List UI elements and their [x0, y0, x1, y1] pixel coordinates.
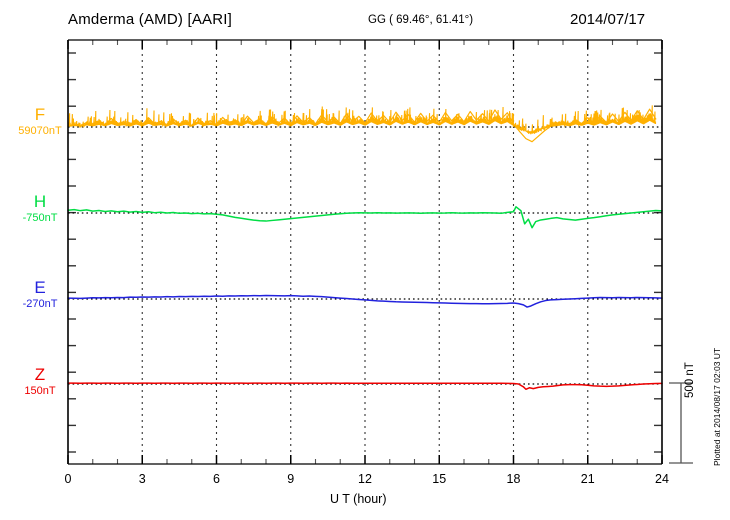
plotted-timestamp: Plotted at 2014/08/17 02:03 UT: [712, 347, 722, 466]
x-tick-label: 21: [580, 472, 595, 486]
channel-baseline-h: -750nT: [22, 212, 58, 224]
baseline-dotted-lines: [68, 126, 662, 385]
x-tick-label: 12: [358, 472, 372, 486]
x-axis-label: U T (hour): [330, 492, 387, 506]
channel-name-f: F: [34, 105, 46, 124]
channel-baseline-e: -270nT: [22, 298, 58, 310]
grid-lines: [141, 42, 589, 462]
x-tick-label: 6: [213, 472, 220, 486]
plot-frame: [67, 39, 663, 465]
scale-bar: [669, 382, 693, 464]
y-axis-ticks: [68, 52, 662, 453]
channel-label-h: H -750nT: [10, 193, 70, 224]
x-tick-label: 3: [138, 472, 146, 486]
channel-name-e: E: [34, 278, 46, 297]
channel-name-h: H: [33, 192, 47, 211]
geographic-coordinates: GG ( 69.46°, 61.41°): [368, 14, 474, 26]
channel-label-f: F 59070nT: [10, 106, 70, 137]
channel-name-z: Z: [34, 365, 46, 384]
x-tick-label: 18: [506, 472, 521, 486]
x-tick-label: 15: [432, 472, 447, 486]
page-title: Amderma (AMD) [AARI]: [68, 11, 233, 28]
data-traces: [67, 105, 663, 391]
channel-label-e: E -270nT: [10, 279, 70, 310]
x-tick-label: 24: [655, 472, 669, 486]
x-tick-label: 9: [287, 472, 295, 486]
x-tick-label: 0: [64, 472, 72, 486]
channel-label-z: Z 150nT: [10, 366, 70, 397]
channel-baseline-z: 150nT: [24, 385, 56, 397]
scale-bar-label: 500 nT: [684, 362, 696, 398]
observation-date: 2014/07/17: [570, 11, 646, 28]
channel-baseline-f: 59070nT: [18, 125, 62, 137]
